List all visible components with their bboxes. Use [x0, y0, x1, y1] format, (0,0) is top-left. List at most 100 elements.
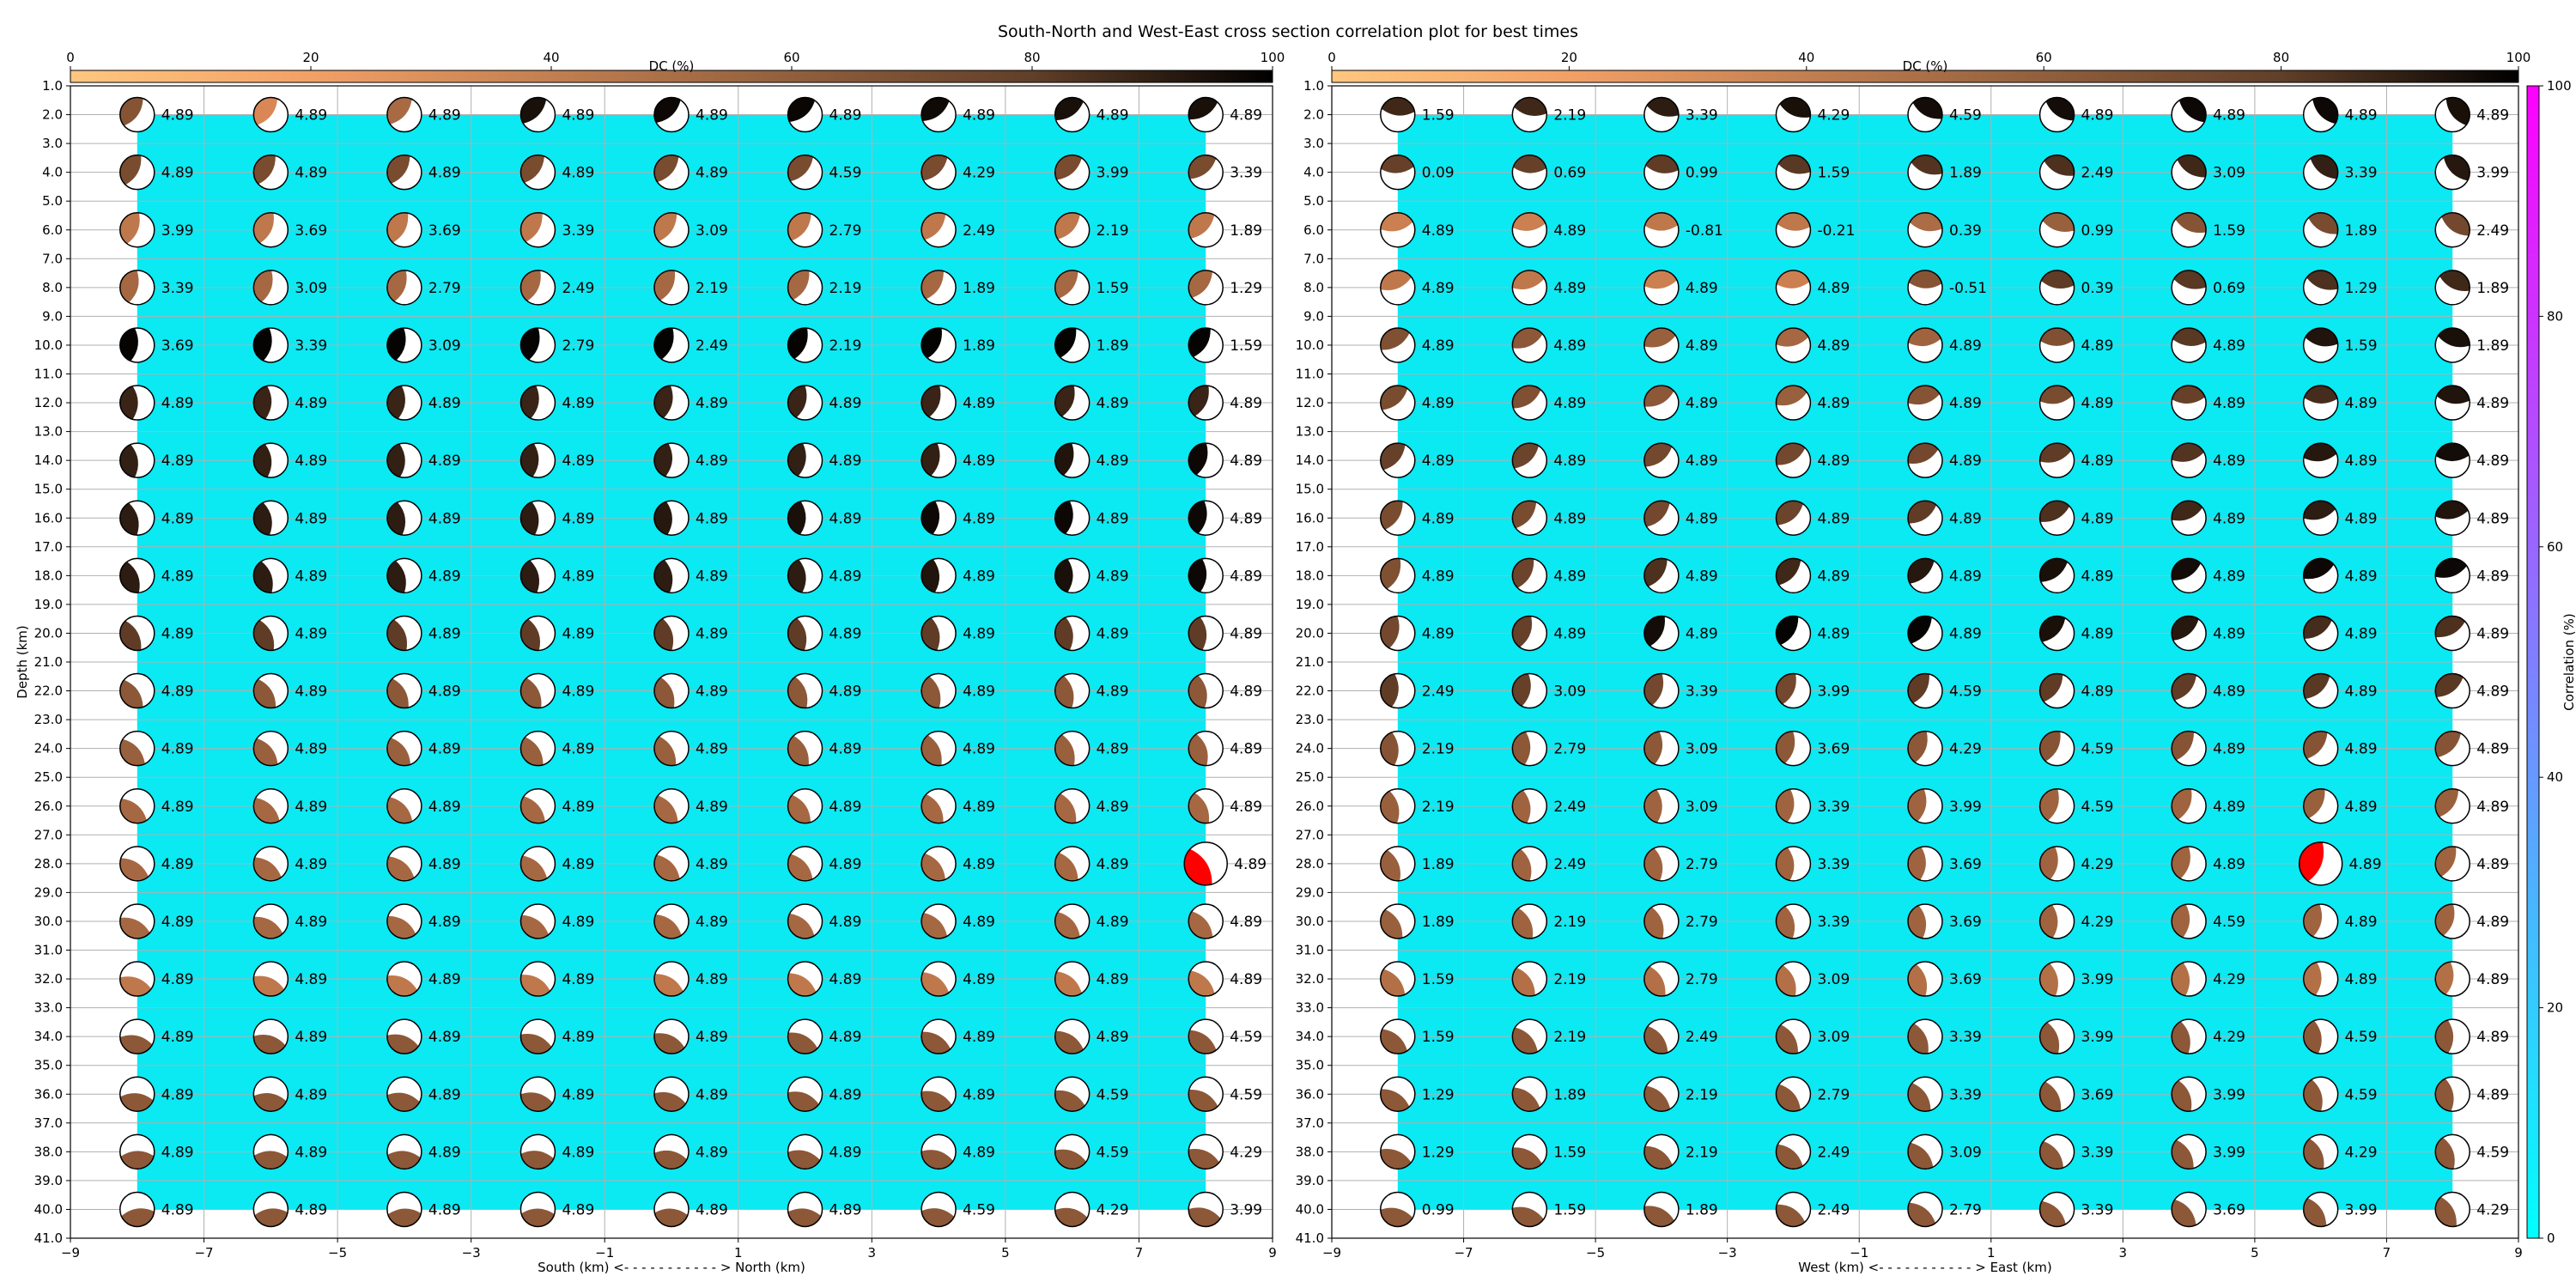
beachball-compressional-quadrant [1054, 386, 1075, 417]
mechanism-beachball [1511, 442, 1548, 478]
mechanism-beachball [653, 1018, 690, 1054]
beachball-outline [1643, 961, 1680, 997]
mechanism-beachball [1380, 961, 1416, 997]
mechanism-beachball [653, 961, 690, 997]
beachball-outline [119, 903, 155, 939]
beachball-compressional-quadrant [2039, 443, 2072, 463]
beachball-compressional-quadrant [1188, 793, 1210, 823]
correlation-tick-label: 20 [2547, 1000, 2563, 1016]
beachball-outline [1188, 672, 1224, 709]
beachball-compressional-quadrant [1380, 849, 1400, 881]
beachball-compressional-quadrant [787, 1091, 819, 1112]
beachball-outline [386, 1018, 422, 1054]
dc-tick-label-right: 80 [2273, 50, 2289, 65]
beachball-compressional-quadrant [2303, 788, 2325, 819]
y-tick-label: 26.0 [1296, 799, 1324, 814]
beachball-outline [2302, 1018, 2339, 1054]
beachball-outline [920, 96, 957, 133]
mechanism-beachball [1907, 442, 1943, 478]
beachball-compressional-quadrant [921, 443, 940, 477]
beachball-compressional-quadrant [1776, 673, 1796, 705]
mechanism-beachball [1775, 154, 1812, 191]
x-tick-label: −7 [194, 1245, 213, 1261]
mechanism-beachball [1054, 672, 1091, 709]
mechanism-beachball [519, 1133, 556, 1170]
magnitude-label: 3.39 [2081, 1201, 2114, 1218]
mechanism-beachball [1380, 1076, 1416, 1112]
beachball-compressional-quadrant [1054, 1090, 1085, 1112]
beachball-compressional-quadrant [1643, 907, 1664, 939]
mechanism-beachball [519, 96, 556, 133]
beachball-outline [1775, 270, 1812, 306]
magnitude-label: 3.99 [2345, 1201, 2378, 1218]
beachball-compressional-quadrant [2177, 155, 2207, 178]
mechanism-beachball [119, 385, 155, 421]
beachball-compressional-quadrant [1908, 847, 1926, 880]
mechanism-beachball [1511, 903, 1548, 939]
beachball-outline [1775, 385, 1812, 421]
beachball-outline [386, 154, 422, 191]
magnitude-label: 4.89 [161, 625, 194, 642]
beachball-outline [1054, 961, 1091, 997]
beachball-outline [2302, 961, 2339, 997]
correlation-tick-label: 100 [2547, 78, 2572, 94]
mechanism-beachball [653, 1133, 690, 1170]
beachball-outline [653, 270, 690, 306]
beachball-outline [2038, 154, 2075, 191]
beachball-compressional-quadrant [2441, 212, 2470, 236]
beachball-outline [1380, 327, 1416, 363]
mechanism-beachball [252, 672, 289, 709]
beachball-compressional-quadrant [253, 1092, 287, 1112]
beachball-outline [1643, 1076, 1680, 1112]
beachball-outline [119, 846, 155, 882]
mechanism-beachball [519, 672, 556, 709]
magnitude-label: 4.89 [562, 568, 594, 585]
x-tick-label: −1 [595, 1245, 614, 1261]
mechanism-beachball [1511, 1018, 1548, 1054]
mechanism-beachball [252, 903, 289, 939]
beachball-outline [653, 961, 690, 997]
beachball-outline [386, 96, 422, 133]
mechanism-beachball [787, 788, 823, 824]
magnitude-label: 4.29 [2213, 1029, 2245, 1046]
beachball-outline [386, 385, 422, 421]
magnitude-label: 4.89 [2476, 568, 2509, 585]
mechanism-beachball [2038, 615, 2075, 652]
y-tick-label: 36.0 [1296, 1086, 1324, 1102]
magnitude-label: 4.29 [2476, 1201, 2509, 1218]
magnitude-label: 3.99 [161, 222, 194, 240]
beachball-compressional-quadrant [119, 738, 145, 766]
magnitude-label: 3.99 [2081, 1029, 2114, 1046]
magnitude-label: 4.59 [2345, 1086, 2378, 1103]
beachball-outline [2171, 846, 2207, 882]
magnitude-label: 4.89 [963, 625, 995, 642]
beachball-outline [1380, 788, 1416, 824]
y-tick-label: 4.0 [1303, 165, 1324, 180]
mechanism-beachball [2038, 846, 2075, 882]
beachball-outline [920, 672, 957, 709]
beachball-compressional-quadrant [921, 327, 942, 359]
beachball-outline [2302, 500, 2339, 536]
beachball-outline [1054, 1076, 1091, 1112]
dc-tick-label-left: 60 [783, 50, 799, 65]
magnitude-label: 4.89 [428, 1029, 461, 1046]
magnitude-label: 1.89 [1553, 1086, 1586, 1103]
mechanism-beachball [119, 615, 155, 652]
magnitude-label: 4.89 [1553, 222, 1586, 240]
beachball-outline [653, 730, 690, 767]
magnitude-label: 4.89 [1817, 280, 1850, 297]
magnitude-label: 4.89 [1097, 799, 1129, 816]
magnitude-label: 4.89 [2213, 741, 2245, 758]
beachball-compressional-quadrant [2039, 1081, 2062, 1112]
magnitude-label: 4.89 [829, 568, 862, 585]
beachball-compressional-quadrant [253, 857, 282, 881]
magnitude-label: 4.59 [1949, 683, 1982, 701]
beachball-compressional-quadrant [2172, 1199, 2196, 1227]
beachball-compressional-quadrant [1054, 793, 1077, 823]
beachball-compressional-quadrant [520, 443, 539, 477]
mechanism-beachball [653, 96, 690, 133]
mechanism-beachball [2434, 154, 2470, 191]
mechanism-beachball [1054, 846, 1091, 882]
y-tick-label: 28.0 [34, 856, 63, 872]
